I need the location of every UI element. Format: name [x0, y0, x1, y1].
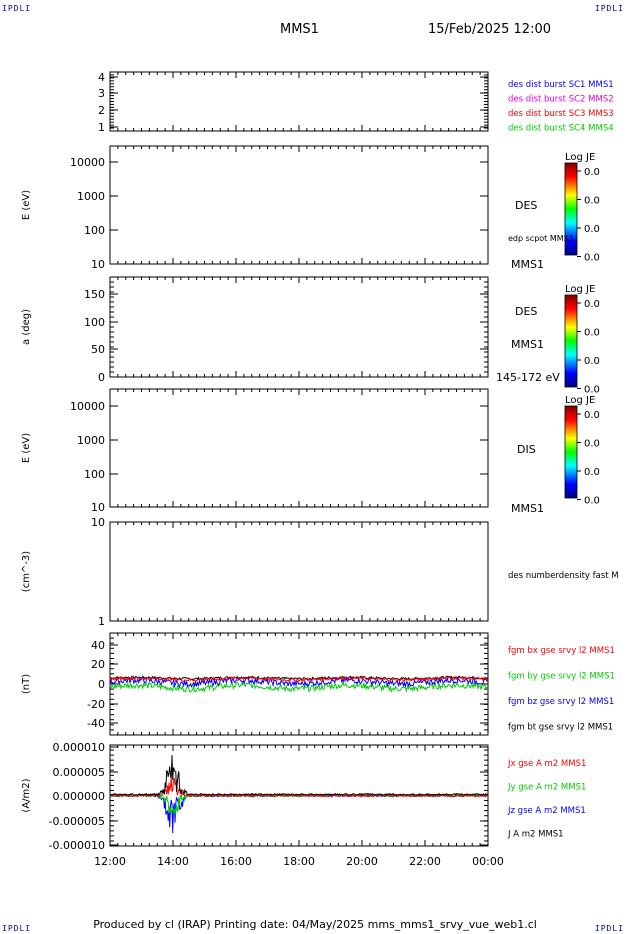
y-axis-label: (A/m2) [21, 778, 32, 812]
y-tick-label: 1000 [77, 190, 105, 203]
legend-entry: fgm bt gse srvy l2 MMS1 [508, 723, 613, 733]
overlay-label: edp scpot MMS1 [508, 234, 574, 243]
colorbar [564, 405, 578, 499]
spectrogram-label-des: DES [515, 199, 537, 212]
spacecraft-title: MMS1 [280, 22, 319, 37]
legend-entry: fgm by gse srvy l2 MMS1 [508, 672, 615, 682]
y-axis-label: E (eV) [21, 433, 32, 463]
colorbar-tick-label: 0.0 [584, 356, 600, 367]
series-jx [109, 777, 489, 798]
y-tick-label: 2 [98, 104, 105, 117]
series-by [109, 681, 489, 693]
y-tick-label: 10 [91, 501, 105, 514]
x-tick-label: 14:00 [157, 855, 189, 868]
colorbar [564, 294, 578, 388]
y-tick-label: 100 [84, 468, 105, 481]
colorbar-tick-label: 0.0 [584, 299, 600, 310]
y-tick-label: 1000 [77, 434, 105, 447]
panel-frame-2 [109, 145, 489, 265]
legend-entry: fgm bx gse srvy l2 MMS1 [508, 646, 615, 656]
series-bx [109, 675, 489, 683]
y-axis-label: (nT) [21, 674, 32, 694]
legend-entry: des numberdensity fast M [508, 571, 619, 581]
spectrogram-sublabel: MMS1 [511, 502, 544, 515]
colorbar-title: Log JE [565, 284, 595, 295]
y-tick-label: 0.000010 [53, 741, 106, 754]
corner-label-top-right: IPDLI [594, 4, 624, 13]
colorbar-tick-label: 0.0 [584, 496, 600, 507]
colorbar-title: Log JE [565, 395, 595, 406]
y-axis-label: E (eV) [21, 190, 32, 220]
y-tick-label: 3 [98, 87, 105, 100]
x-tick-label: 20:00 [346, 855, 378, 868]
y-tick-label: 1 [98, 615, 105, 628]
series-j [109, 755, 488, 797]
x-tick-label: 16:00 [220, 855, 252, 868]
y-tick-label: 100 [84, 224, 105, 237]
y-axis-label: (cm^-3) [21, 551, 32, 592]
y-tick-label: 0.000005 [53, 766, 106, 779]
legend-entry: Jx gse A m2 MMS1 [507, 759, 586, 769]
corner-label-bottom-right: IPDLI [594, 924, 624, 933]
y-tick-label: 50 [91, 343, 105, 356]
datetime-title: 15/Feb/2025 12:00 [428, 22, 551, 37]
colorbar-tick-label: 0.0 [584, 196, 600, 207]
y-tick-label: 0 [98, 678, 105, 691]
x-tick-label: 22:00 [409, 855, 441, 868]
panel-frame-3 [109, 276, 489, 378]
y-tick-label: 100 [84, 316, 105, 329]
legend-entry: des dist burst SC2 MMS2 [508, 95, 614, 105]
y-axis-label: a (deg) [21, 309, 32, 345]
y-tick-label: -0.000010 [49, 839, 105, 852]
colorbar-title: Log JE [565, 152, 595, 163]
y-tick-label: 20 [91, 658, 105, 671]
corner-label-bottom-left: IPDLI [2, 924, 32, 933]
energy-range-label: 145-172 eV [496, 371, 560, 384]
colorbar [564, 162, 578, 256]
legend-entry: J A m2 MMS1 [507, 830, 564, 840]
spectrogram-sublabel: MMS1 [511, 338, 544, 351]
legend-entry: des dist burst SC4 MMS4 [508, 124, 614, 134]
colorbar-tick-label: 0.0 [584, 385, 600, 396]
series-jy [109, 793, 489, 815]
y-tick-label: 150 [84, 288, 105, 301]
legend-entry: des dist burst SC1 MMS1 [508, 80, 614, 90]
x-tick-label: 18:00 [283, 855, 315, 868]
y-tick-label: -0.000005 [49, 815, 105, 828]
spectrogram-label-dis: DIS [517, 443, 536, 456]
colorbar-tick-label: 0.0 [584, 410, 600, 421]
y-tick-label: -40 [87, 717, 105, 730]
y-tick-label: 4 [98, 71, 105, 84]
legend-entry: des dist burst SC3 MMS3 [508, 109, 614, 119]
y-tick-label: 1 [98, 121, 105, 134]
legend-entry: Jz gse A m2 MMS1 [507, 806, 586, 816]
colorbar-tick-label: 0.0 [584, 328, 600, 339]
y-tick-label: 10000 [70, 156, 105, 169]
series-jz [109, 793, 489, 834]
panel-frame-1 [109, 71, 489, 132]
y-tick-label: 10 [91, 516, 105, 529]
x-tick-label: 12:00 [94, 855, 126, 868]
y-tick-label: -20 [87, 698, 105, 711]
y-tick-label: 10 [91, 258, 105, 271]
corner-label-top-left: IPDLI [2, 4, 32, 13]
footer-credits: Produced by cl (IRAP) Printing date: 04/… [93, 918, 537, 931]
y-tick-label: 40 [91, 639, 105, 652]
colorbar-tick-label: 0.0 [584, 253, 600, 264]
x-tick-label: 00:00 [472, 855, 504, 868]
panel-frame-4 [109, 388, 489, 508]
spectrogram-sublabel: MMS1 [511, 258, 544, 271]
colorbar-tick-label: 0.0 [584, 224, 600, 235]
colorbar-tick-label: 0.0 [584, 467, 600, 478]
y-tick-label: 0 [98, 371, 105, 384]
y-tick-label: 10000 [70, 400, 105, 413]
panel-frame-5 [109, 521, 489, 622]
colorbar-tick-label: 0.0 [584, 439, 600, 450]
legend-entry: fgm bz gse srvy l2 MMS1 [508, 697, 614, 707]
legend-entry: Jy gse A m2 MMS1 [507, 783, 586, 793]
colorbar-tick-label: 0.0 [584, 167, 600, 178]
spectrogram-label-des: DES [515, 305, 537, 318]
y-tick-label: 0.000000 [53, 790, 106, 803]
